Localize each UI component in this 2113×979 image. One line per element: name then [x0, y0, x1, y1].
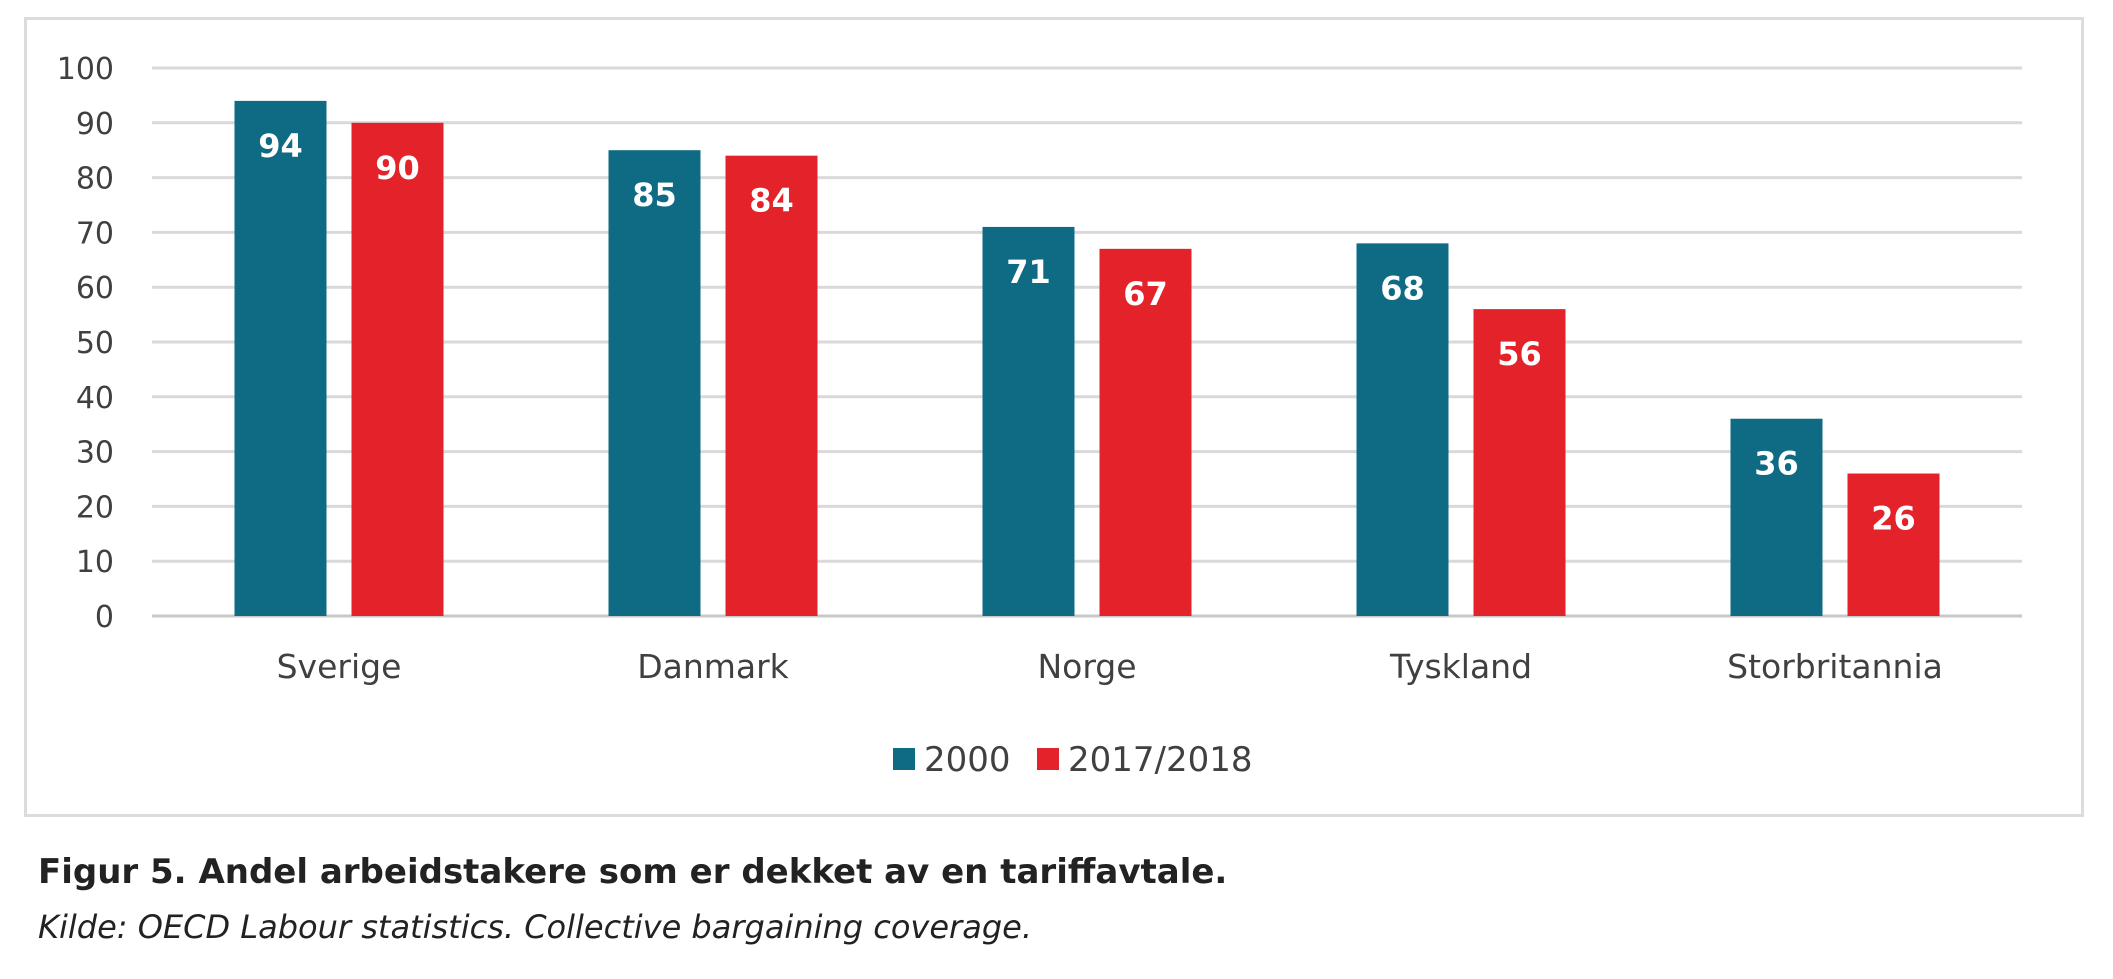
bar-label-danmark-2017-2018: 84	[749, 182, 794, 220]
bar-label-danmark-2000: 85	[632, 176, 677, 214]
legend-swatch-2017-2018	[1037, 748, 1059, 770]
x-category-label-tyskland: Tyskland	[1389, 647, 1532, 686]
x-category-label-sverige: Sverige	[277, 647, 402, 686]
bar-norge-2000	[982, 226, 1075, 617]
x-category-label-storbritannia: Storbritannia	[1727, 647, 1943, 686]
bar-label-sverige-2017-2018: 90	[375, 149, 420, 187]
gridlines	[152, 66, 2022, 618]
y-tick-label-0: 0	[95, 600, 114, 635]
y-tick-label-60: 60	[76, 271, 114, 306]
y-tick-label-40: 40	[76, 381, 114, 416]
legend-label-2000: 2000	[924, 740, 1011, 780]
figure-caption-title: Figur 5. Andel arbeidstakere som er dekk…	[38, 852, 1228, 892]
bar-danmark-2000	[608, 150, 701, 616]
y-tick-label-70: 70	[76, 216, 114, 251]
legend: 2000 2017/2018	[893, 740, 1253, 780]
y-axis-tick-labels: 0 10 20 30 40 50 60 70 80 90 100	[57, 52, 114, 635]
y-tick-label-30: 30	[76, 436, 114, 471]
bar-label-tyskland-2000: 68	[1380, 269, 1425, 307]
bar-sverige-2017-2018	[351, 122, 444, 617]
x-category-label-norge: Norge	[1037, 647, 1136, 686]
x-axis-category-labels: Sverige Danmark Norge Tyskland Storbritannia	[277, 647, 1943, 686]
bar-chart: 0 10 20 30 40 50 60 70 80 90 100 94 90 85 84 71 67 68 56 3…	[57, 52, 2022, 780]
bar-norge-2017-2018	[1099, 248, 1192, 616]
bar-data-labels: 94 90 85 84 71 67 68 56 36 26	[258, 127, 1916, 538]
bar-label-norge-2017-2018: 67	[1123, 275, 1168, 313]
bar-sverige-2000	[234, 100, 327, 616]
bars	[234, 100, 1940, 617]
y-tick-label-20: 20	[76, 490, 114, 525]
bar-label-storbritannia-2000: 36	[1754, 445, 1799, 483]
bar-label-norge-2000: 71	[1006, 253, 1051, 291]
chart-frame: 0 10 20 30 40 50 60 70 80 90 100 94 90 85 84 71 67 68 56 3…	[24, 17, 2084, 817]
y-tick-label-80: 80	[76, 162, 114, 197]
bar-storbritannia-2000	[1730, 418, 1823, 616]
y-tick-label-100: 100	[57, 52, 114, 87]
bar-label-tyskland-2017-2018: 56	[1497, 335, 1542, 373]
bar-tyskland-2017-2018	[1473, 309, 1566, 616]
bar-danmark-2017-2018	[725, 155, 818, 616]
y-tick-label-50: 50	[76, 326, 114, 361]
legend-label-2017-2018: 2017/2018	[1068, 740, 1253, 780]
legend-swatch-2000	[893, 748, 915, 770]
bar-label-sverige-2000: 94	[258, 127, 303, 165]
bar-label-storbritannia-2017-2018: 26	[1871, 500, 1916, 538]
figure-caption-source: Kilde: OECD Labour statistics. Collectiv…	[38, 908, 1032, 946]
bar-tyskland-2000	[1356, 243, 1449, 617]
x-category-label-danmark: Danmark	[637, 647, 789, 686]
y-tick-label-10: 10	[76, 545, 114, 580]
bar-storbritannia-2017-2018	[1847, 473, 1940, 616]
y-tick-label-90: 90	[76, 107, 114, 142]
